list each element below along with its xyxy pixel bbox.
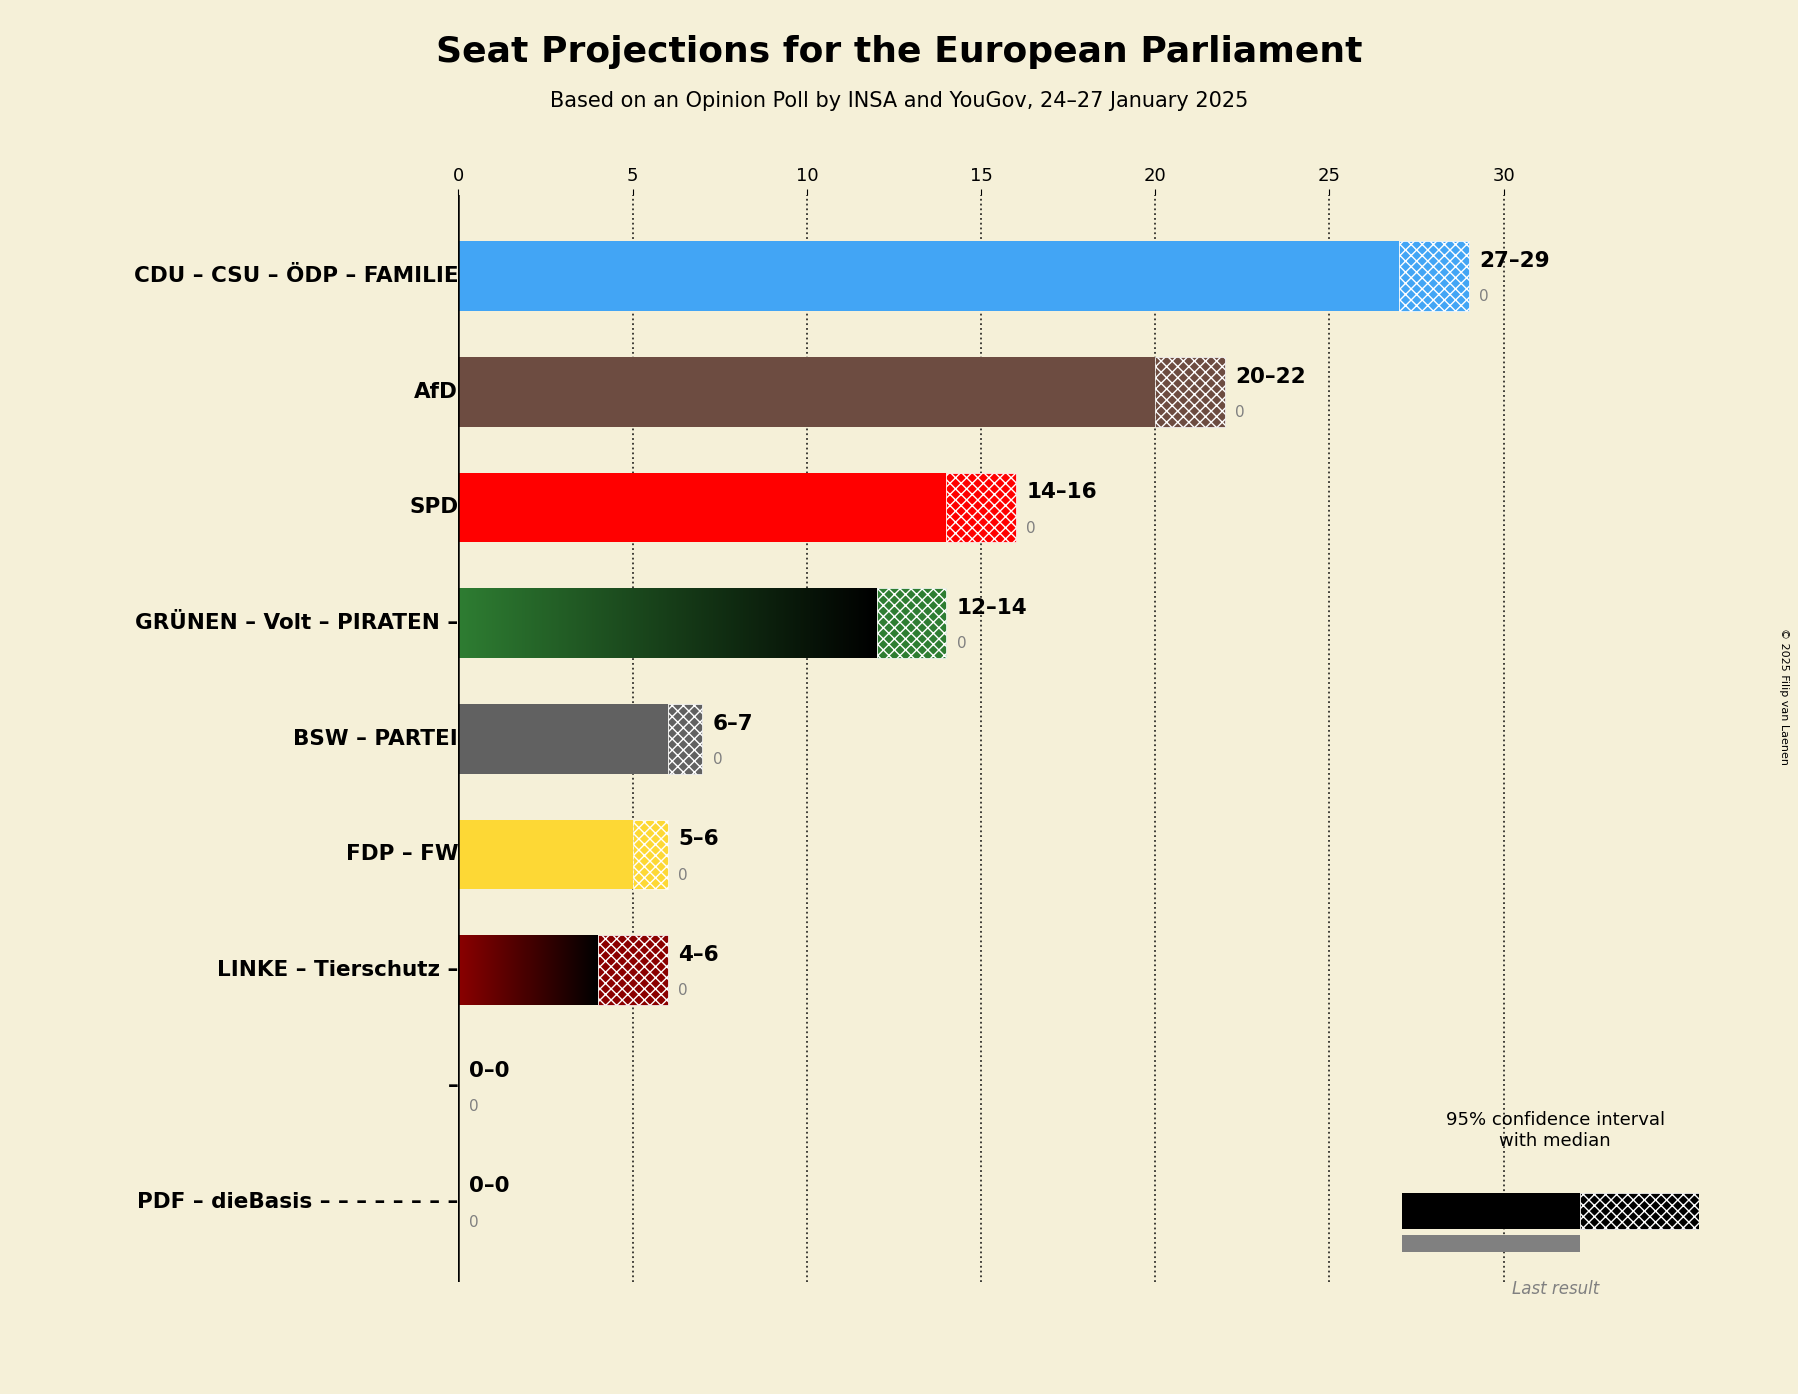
Text: 0: 0 [1480, 290, 1489, 304]
Text: © 2025 Filip van Laenen: © 2025 Filip van Laenen [1778, 629, 1789, 765]
Text: Seat Projections for the European Parliament: Seat Projections for the European Parlia… [435, 35, 1363, 68]
Bar [1156, 357, 1224, 427]
Text: 0: 0 [469, 1098, 478, 1114]
Text: Last result: Last result [1512, 1280, 1598, 1298]
Text: AfD: AfD [414, 382, 458, 401]
Bar [1399, 241, 1469, 311]
Bar [667, 704, 703, 774]
Bar [1402, 1193, 1580, 1230]
Bar [633, 820, 667, 889]
Text: 6–7: 6–7 [712, 714, 753, 733]
Text: Based on an Opinion Poll by INSA and YouGov, 24–27 January 2025: Based on an Opinion Poll by INSA and You… [550, 91, 1248, 110]
Text: 0–0: 0–0 [469, 1061, 509, 1080]
Text: 0: 0 [957, 637, 966, 651]
Bar [597, 935, 667, 1005]
Bar [1580, 1193, 1699, 1230]
Bar [1402, 1235, 1580, 1252]
Bar [877, 588, 946, 658]
Text: 0: 0 [469, 1214, 478, 1230]
Text: BSW – PARTEI: BSW – PARTEI [293, 729, 458, 749]
Text: 4–6: 4–6 [678, 945, 719, 965]
Text: SPD: SPD [408, 498, 458, 517]
Text: LINKE – Tierschutz –: LINKE – Tierschutz – [218, 960, 458, 980]
Text: FDP – FW: FDP – FW [345, 845, 458, 864]
Bar [458, 357, 1156, 427]
Text: 0: 0 [1235, 406, 1244, 420]
Text: 0–0: 0–0 [469, 1177, 509, 1196]
Text: 0: 0 [1027, 521, 1036, 535]
Bar [946, 473, 1016, 542]
Bar [458, 241, 1399, 311]
Text: 12–14: 12–14 [957, 598, 1027, 618]
Text: 5–6: 5–6 [678, 829, 719, 849]
Text: 20–22: 20–22 [1235, 367, 1305, 386]
Text: CDU – CSU – ÖDP – FAMILIE: CDU – CSU – ÖDP – FAMILIE [133, 266, 458, 286]
Text: 0: 0 [712, 753, 723, 767]
Bar [458, 473, 946, 542]
Text: GRÜNEN – Volt – PIRATEN –: GRÜNEN – Volt – PIRATEN – [135, 613, 458, 633]
Bar [458, 820, 633, 889]
Text: 27–29: 27–29 [1480, 251, 1550, 270]
Bar [458, 704, 667, 774]
Text: 0: 0 [678, 868, 687, 882]
Text: PDF – dieBasis – – – – – – – –: PDF – dieBasis – – – – – – – – [137, 1192, 458, 1211]
Text: 0: 0 [678, 984, 687, 998]
Text: –: – [448, 1076, 458, 1096]
Text: 14–16: 14–16 [1027, 482, 1097, 502]
Text: 95% confidence interval
with median: 95% confidence interval with median [1446, 1111, 1665, 1150]
